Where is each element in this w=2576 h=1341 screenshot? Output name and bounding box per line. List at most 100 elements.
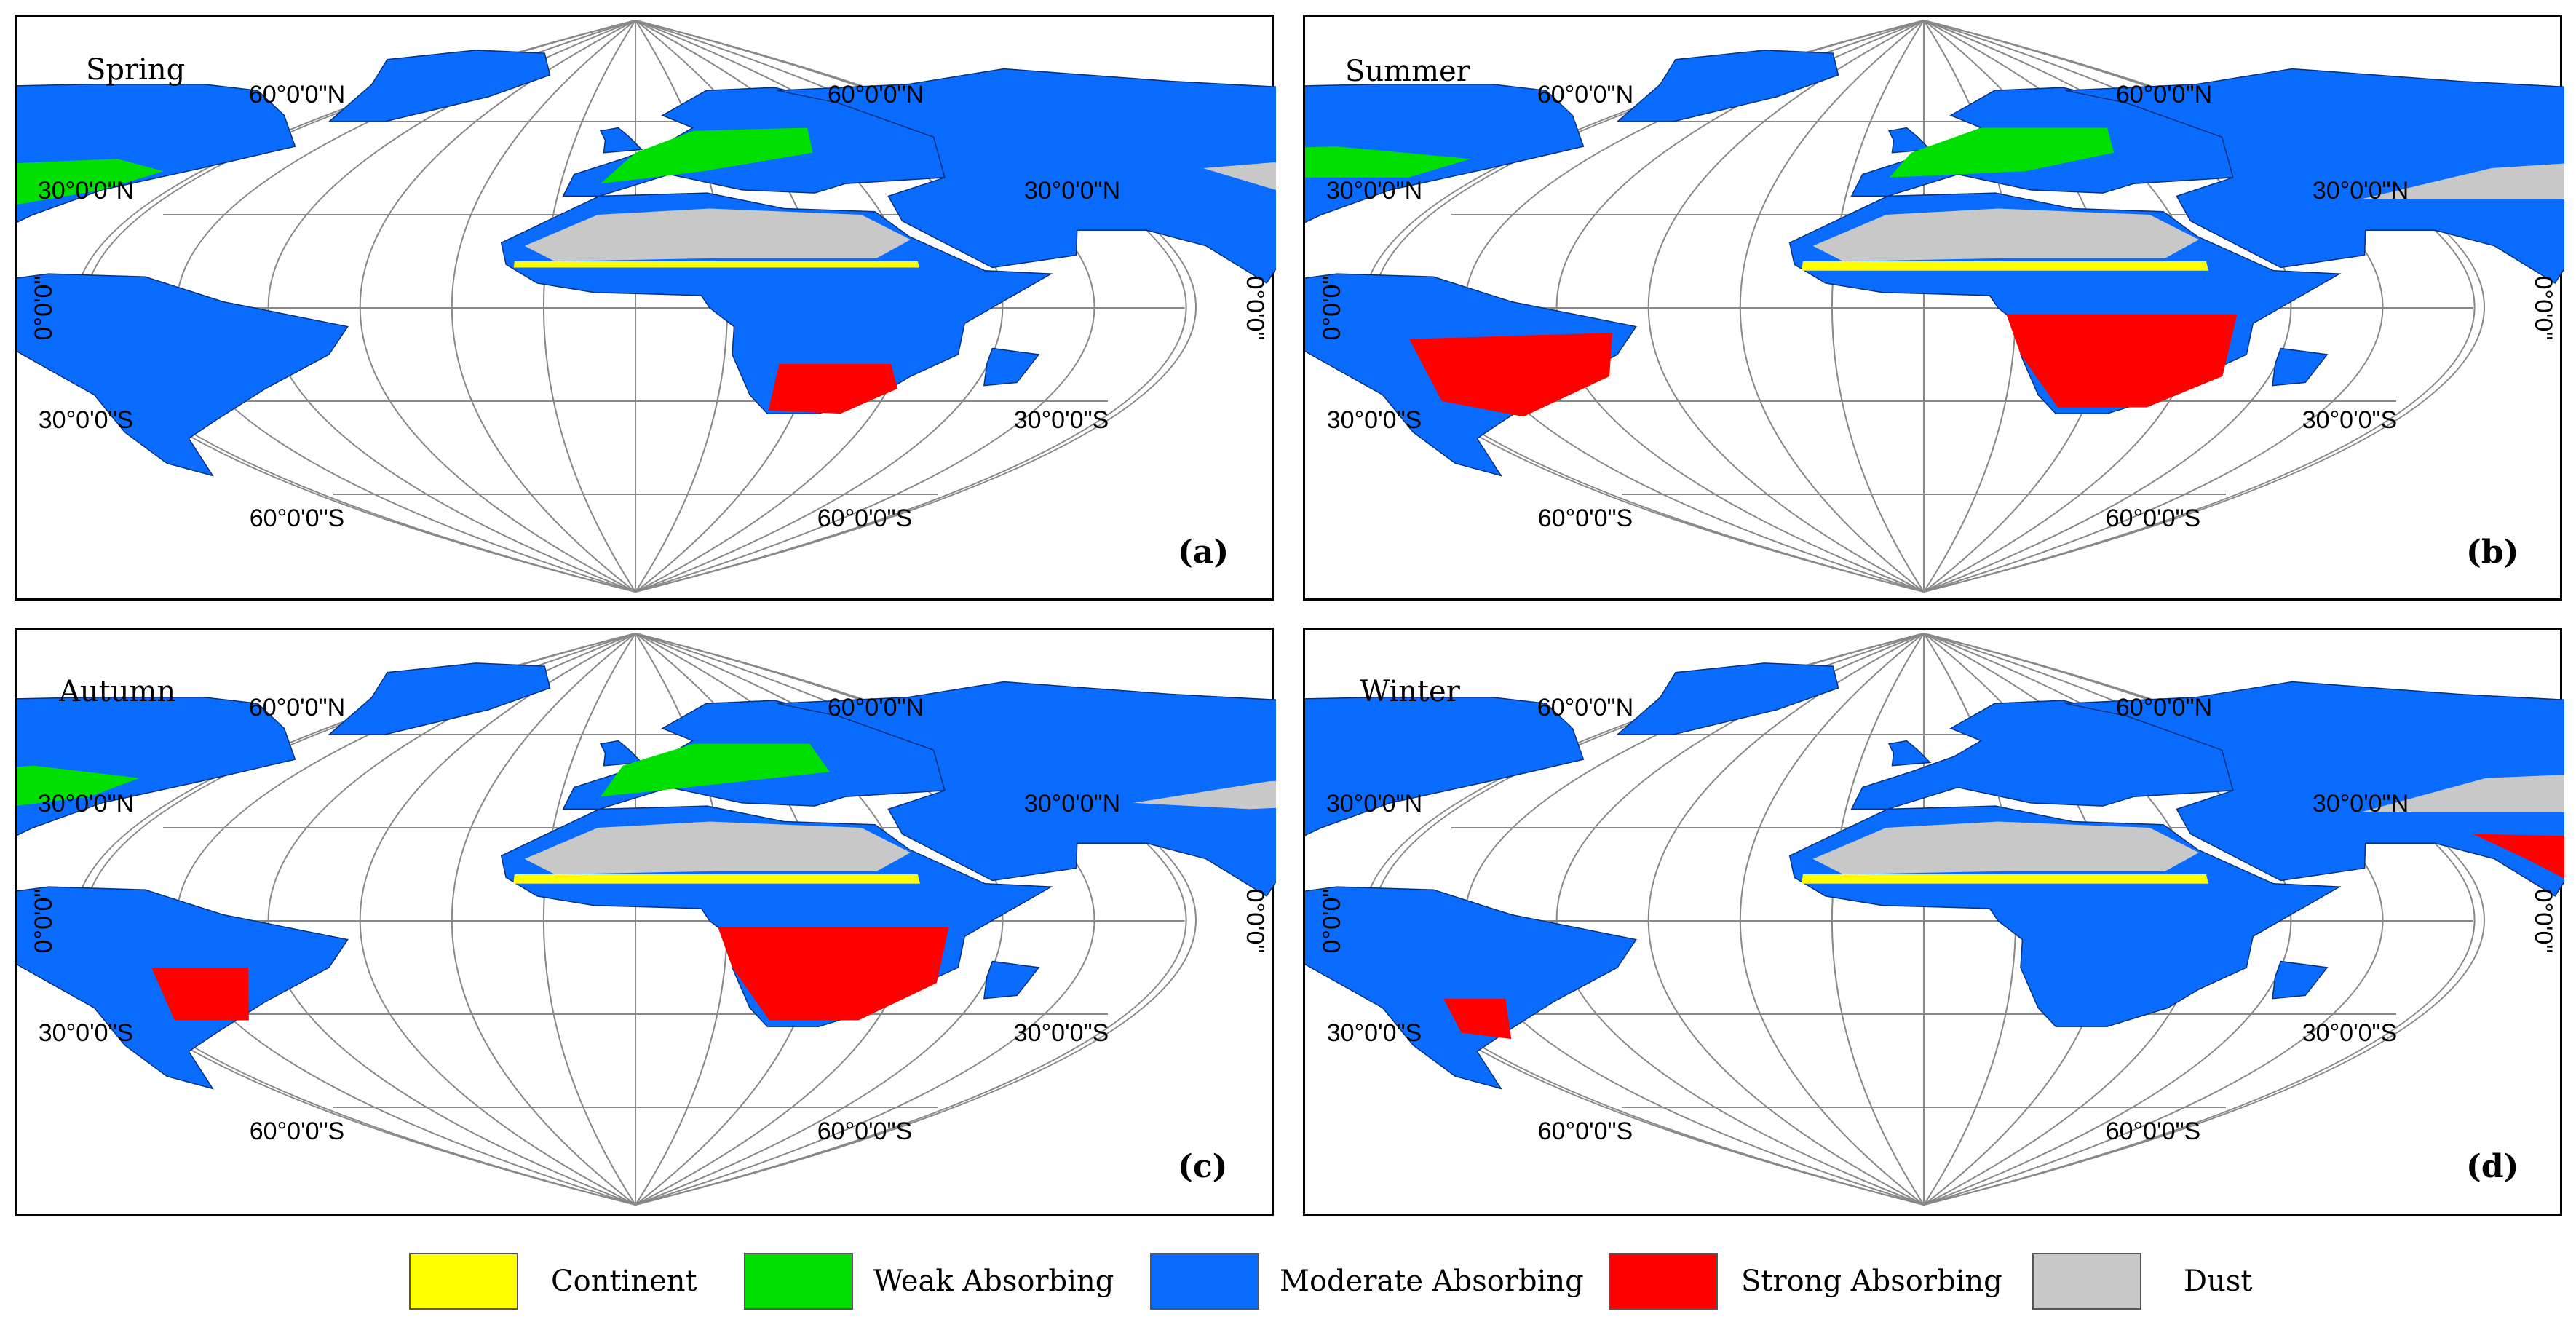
season-title: Spring [86, 53, 186, 87]
latitude-label: 60°0'0"N [1537, 81, 1633, 108]
aerosol-region [1202, 162, 1276, 190]
aerosol-region [17, 765, 140, 806]
latitude-label: 30°0'0"N [38, 790, 134, 818]
legend: Continent Weak Absorbing Moderate Absorb… [0, 1252, 2576, 1318]
meridian-line [1831, 20, 1925, 593]
aerosol-classes [17, 127, 1276, 414]
equator-label-right: 0°0'0" [1241, 276, 1269, 341]
landmass-southAmerica [1305, 886, 1637, 1090]
latitude-label: 30°0'0"S [1014, 1019, 1109, 1047]
aerosol-region [718, 927, 949, 1021]
landmass-greenland [328, 662, 551, 735]
meridian-line [451, 633, 636, 1206]
legend-label: Weak Absorbing [873, 1265, 1114, 1298]
landmass-uk [1887, 740, 1932, 767]
latitude-label: 60°0'0"S [2106, 505, 2200, 532]
latitude-label: 60°0'0"S [1538, 1118, 1633, 1145]
landmass-asia [777, 681, 1276, 897]
landmass-asia [777, 68, 1276, 284]
legend-label: Continent [551, 1265, 697, 1298]
latitude-label: 60°0'0"S [250, 1118, 344, 1145]
season-title: Winter [1360, 675, 1460, 708]
panel-label: (a) [1178, 534, 1229, 571]
season-title: Autumn [59, 675, 176, 708]
latitude-label: 60°0'0"N [828, 694, 924, 721]
aerosol-region [1133, 780, 1276, 810]
latitude-label: 60°0'0"N [2116, 694, 2212, 721]
aerosol-region [2361, 775, 2564, 812]
aerosol-region [1812, 821, 2199, 874]
map-panel-winter: 60°0'0"N 60°0'0"N 30°0'0"N 30°0'0"N 30°0'0"S… [1303, 628, 2564, 1216]
meridian-line [1647, 633, 1925, 1206]
meridian-line [542, 20, 636, 593]
legend-swatch [2032, 1253, 2141, 1310]
aerosol-region [601, 127, 813, 184]
latitude-label: 30°0'0"N [1326, 177, 1422, 205]
aerosol-classes [1443, 775, 2564, 1040]
land-masses [1305, 50, 2564, 477]
landmass-madagascar [2272, 960, 2329, 1000]
aerosol-region [1409, 333, 1613, 417]
aerosol-region [151, 968, 249, 1021]
landmass-uk [599, 127, 643, 154]
latitude-label: 30°0'0"S [1327, 406, 1422, 434]
landmass-madagascar [2272, 347, 2329, 387]
latitude-label: 30°0'0"N [1024, 790, 1120, 818]
world-map-autumn: 60°0'0"N 60°0'0"N 30°0'0"N 30°0'0"N 30°0'0"S… [17, 632, 1276, 1206]
legend-swatch [744, 1253, 853, 1310]
legend-item-strong-absorbing: Strong Absorbing [1609, 1252, 2002, 1310]
latitude-label: 30°0'0"N [38, 177, 134, 205]
landmass-greenland [1616, 662, 1839, 735]
meridian-line [359, 20, 636, 593]
aerosol-region [17, 159, 164, 205]
aerosol-region [768, 363, 897, 414]
meridian-line [1647, 20, 1925, 593]
equator-label-left: 0°0'0" [1318, 889, 1346, 954]
latitude-label: 30°0'0"S [39, 406, 133, 434]
latitude-label: 30°0'0"N [1326, 790, 1422, 818]
latitude-label: 30°0'0"S [1014, 406, 1109, 434]
legend-swatch [1609, 1253, 1718, 1310]
legend-label: Dust [2184, 1265, 2253, 1298]
equator-label-right: 0°0'0" [2529, 889, 2557, 954]
aerosol-region [2472, 834, 2564, 879]
meridian-line [1831, 633, 1925, 1206]
meridian-line [1739, 633, 1925, 1206]
map-panel-autumn: 60°0'0"N 60°0'0"N 30°0'0"N 30°0'0"N 30°0'0"S… [15, 628, 1276, 1216]
latitude-label: 30°0'0"S [2302, 1019, 2397, 1047]
panel-label: (d) [2466, 1148, 2519, 1185]
legend-swatch [409, 1253, 518, 1310]
aerosol-region [2361, 163, 2564, 199]
legend-label: Strong Absorbing [1741, 1265, 2002, 1298]
equator-label-left: 0°0'0" [1318, 276, 1346, 341]
aerosol-region [601, 743, 830, 797]
latitude-label: 60°0'0"S [817, 505, 912, 532]
aerosol-region [1802, 261, 2208, 271]
aerosol-region [1802, 874, 2208, 884]
aerosol-region [524, 208, 911, 261]
latitude-label: 60°0'0"N [1537, 694, 1633, 721]
aerosol-region [1305, 146, 1471, 178]
world-map-summer: 60°0'0"N 60°0'0"N 30°0'0"N 30°0'0"N 30°0'0"S… [1305, 19, 2564, 593]
landmass-asia [2065, 68, 2564, 284]
aerosol-region [524, 821, 911, 874]
landmass-madagascar [983, 347, 1040, 387]
latitude-label: 30°0'0"N [1024, 177, 1120, 205]
aerosol-region [513, 261, 920, 268]
meridian-line [451, 20, 636, 593]
latitude-label: 60°0'0"S [2106, 1118, 2200, 1145]
season-title: Summer [1345, 55, 1470, 88]
latitude-label: 60°0'0"N [249, 81, 345, 108]
equator-label-right: 0°0'0" [2529, 276, 2557, 341]
latitude-label: 60°0'0"N [828, 81, 924, 108]
landmass-greenland [328, 50, 551, 122]
aerosol-region [1889, 127, 2115, 178]
equator-label-left: 0°0'0" [30, 276, 58, 341]
landmass-northAmerica [1305, 84, 1585, 224]
legend-item-weak-absorbing: Weak Absorbing [744, 1252, 1114, 1310]
latitude-label: 30°0'0"S [39, 1019, 133, 1047]
latitude-label: 30°0'0"N [2313, 790, 2409, 818]
legend-item-continent: Continent [409, 1252, 697, 1310]
aerosol-region [1812, 208, 2199, 261]
panel-label: (b) [2466, 534, 2519, 571]
